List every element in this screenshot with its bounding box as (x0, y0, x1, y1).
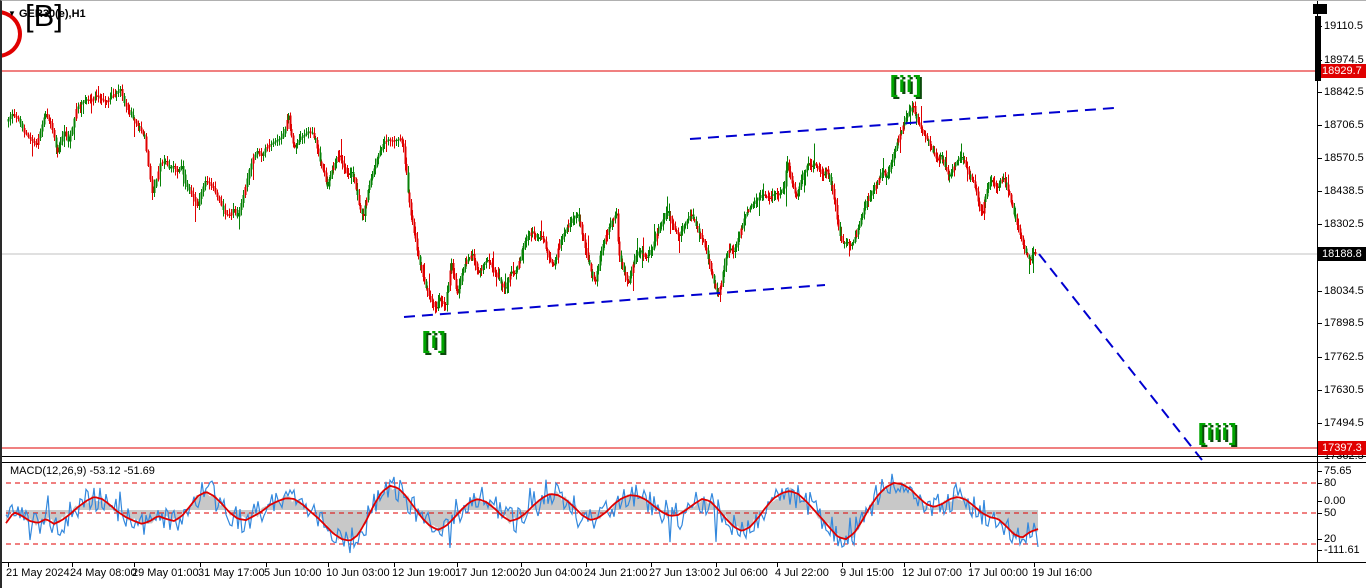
macd-tick-mark (1317, 513, 1322, 514)
price-tick-label: 18974.5 (1324, 54, 1364, 66)
panel-separator-top[interactable] (2, 456, 1366, 457)
time-tick-label: 24 May 08:00 (70, 567, 137, 579)
wave-label-iii: [iii] (1198, 419, 1238, 445)
price-tick-label: 18570.5 (1324, 152, 1364, 164)
time-tick-label: 2 Jul 06:00 (714, 567, 768, 579)
wave-label-B: [B] (25, 0, 63, 33)
time-tick-label: 27 Jun 13:00 (649, 567, 713, 579)
bear-candle-wicks (14, 84, 1036, 314)
price-tick-label: 17762.5 (1324, 351, 1364, 363)
price-tag: 18188.8 (1318, 247, 1366, 261)
price-tick-mark (1317, 423, 1322, 424)
time-tick-mark (266, 563, 267, 567)
trendline-dashed[interactable] (1038, 253, 1203, 461)
time-tick-mark (651, 563, 652, 567)
chevron-down-icon[interactable]: ▼ (8, 9, 16, 18)
bull-candle-bodies (7, 89, 1035, 309)
time-tick-label: 5 Jun 10:00 (264, 567, 322, 579)
symbol-title: GER30(e),H1 (19, 8, 86, 20)
price-axis-border (1317, 1, 1318, 562)
price-tick-mark (1317, 456, 1322, 457)
price-tick-label: 19110.5 (1324, 20, 1363, 32)
chart-shift-marker[interactable] (1313, 4, 1327, 14)
price-scale-grip[interactable] (1315, 16, 1321, 81)
price-tick-mark (1317, 158, 1322, 159)
bull-candle-wicks (8, 84, 1034, 312)
price-tick-mark (1317, 191, 1322, 192)
macd-tick-label: 80 (1324, 477, 1337, 489)
macd-panel[interactable] (2, 462, 1366, 562)
time-tick-mark (1034, 563, 1035, 567)
macd-tick-label: 50 (1324, 507, 1337, 519)
time-axis-border (2, 562, 1366, 563)
bear-candle-bodies (13, 89, 1037, 309)
time-tick-mark (134, 563, 135, 567)
time-tick-label: 24 Jun 21:00 (584, 567, 648, 579)
wave-label-i: [i] (422, 327, 447, 353)
price-tick-mark (1317, 92, 1322, 93)
time-tick-label: 17 Jul 00:00 (968, 567, 1028, 579)
macd-tick-label: 0.00 (1324, 495, 1346, 507)
time-tick-label: 12 Jul 07:00 (902, 567, 962, 579)
macd-tick-mark (1317, 539, 1322, 540)
time-tick-mark (8, 563, 9, 567)
time-tick-label: 10 Jun 03:00 (326, 567, 390, 579)
indicator-label: MACD(12,26,9) -53.12 -51.69 (10, 465, 155, 477)
price-tick-label: 18706.5 (1324, 119, 1364, 131)
price-tick-label: 17494.5 (1324, 417, 1364, 429)
trendline-dashed[interactable] (403, 284, 826, 318)
time-tick-label: 21 May 2024 (6, 567, 70, 579)
time-tick-mark (586, 563, 587, 567)
macd-tick-mark (1317, 471, 1322, 472)
price-tick-label: 18302.5 (1324, 218, 1364, 230)
time-tick-mark (521, 563, 522, 567)
wave-label-ii: [ii] (890, 71, 923, 97)
price-tick-label: 18438.5 (1324, 185, 1364, 197)
time-tick-mark (716, 563, 717, 567)
price-tick-mark (1317, 390, 1322, 391)
price-tick-label: 17630.5 (1324, 384, 1364, 396)
macd-tick-mark (1317, 550, 1322, 551)
time-tick-mark (842, 563, 843, 567)
time-tick-mark (457, 563, 458, 567)
time-tick-mark (328, 563, 329, 567)
price-tick-mark (1317, 323, 1322, 324)
time-tick-mark (777, 563, 778, 567)
macd-tick-label: 20 (1324, 533, 1337, 545)
macd-histogram-area (6, 481, 1038, 542)
macd-tick-mark (1317, 483, 1322, 484)
macd-signal-line (5, 482, 1039, 542)
time-tick-label: 31 May 17:00 (198, 567, 265, 579)
time-tick-label: 9 Jul 15:00 (840, 567, 894, 579)
time-tick-mark (72, 563, 73, 567)
main-chart-area[interactable] (2, 1, 1366, 562)
time-tick-label: 20 Jun 04:00 (519, 567, 583, 579)
time-tick-label: 12 Jun 19:00 (392, 567, 456, 579)
time-tick-label: 17 Jun 12:00 (455, 567, 519, 579)
price-tick-mark (1317, 291, 1322, 292)
time-tick-mark (394, 563, 395, 567)
macd-main-line (5, 473, 1039, 554)
price-tag: 17397.3 (1318, 441, 1366, 455)
macd-tick-label: -111.61 (1324, 544, 1360, 556)
price-tick-mark (1317, 357, 1322, 358)
price-tick-mark (1317, 224, 1322, 225)
macd-tick-mark (1317, 501, 1322, 502)
macd-panel-border (2, 462, 1366, 463)
time-tick-label: 19 Jul 16:00 (1032, 567, 1092, 579)
price-tag: 18929.7 (1318, 64, 1366, 78)
price-tick-label: 18842.5 (1324, 86, 1364, 98)
time-tick-mark (970, 563, 971, 567)
price-tick-label: 18034.5 (1324, 285, 1364, 297)
time-tick-label: 29 May 01:00 (132, 567, 199, 579)
price-tick-label: 17898.5 (1324, 317, 1364, 329)
macd-tick-label: 75.65 (1324, 465, 1352, 477)
time-tick-mark (904, 563, 905, 567)
time-tick-mark (200, 563, 201, 567)
time-tick-label: 4 Jul 22:00 (775, 567, 829, 579)
price-tick-mark (1317, 125, 1322, 126)
